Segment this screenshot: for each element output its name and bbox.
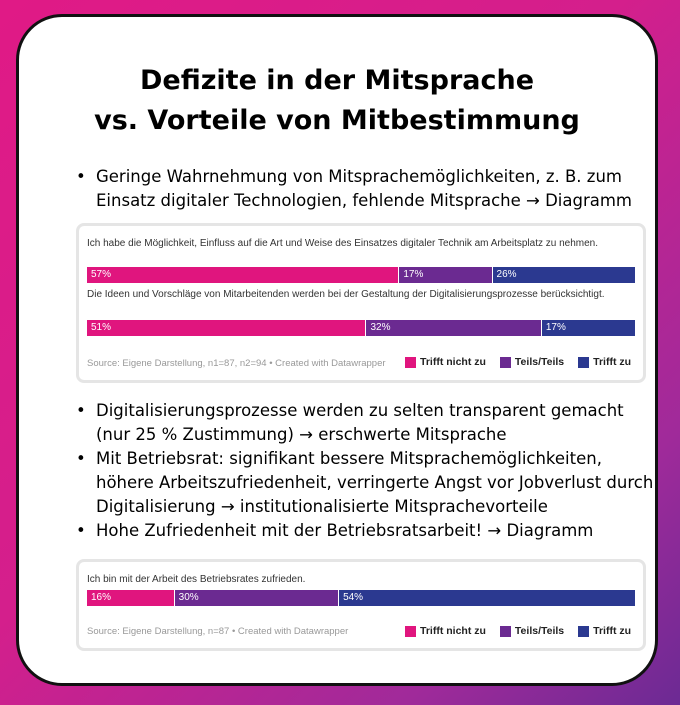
bar-1-segment-trifft-zu: 26% [492,267,635,283]
bar-3-segment-trifft-nicht-zu: 16% [87,590,175,606]
legend-label-trifft-nicht-zu: Trifft nicht zu [420,356,486,368]
chart-1-bar-1: 57% 17% 26% [87,267,635,283]
legend-label-trifft-nicht-zu: Trifft nicht zu [420,625,486,637]
bar-1-label-teils: 17% [403,269,424,280]
bullet-item: Mit Betriebsrat: signifikant bessere Mit… [76,447,656,519]
legend-item-trifft-zu: Trifft zu [578,625,631,637]
bar-3-label-trifft-nicht-zu: 16% [91,592,112,603]
chart-2-question-1: Ich bin mit der Arbeit des Betriebsrates… [87,574,306,585]
legend-item-teils: Teils/Teils [499,625,565,637]
legend-swatch-teils [499,356,511,368]
slide-title: Defizite in der Mitsprache vs. Vorteile … [19,61,655,141]
title-line-1: Defizite in der Mitsprache [139,65,535,96]
legend-item-trifft-nicht-zu: Trifft nicht zu [405,625,486,637]
legend-item-trifft-nicht-zu: Trifft nicht zu [405,356,486,368]
legend-swatch-trifft-nicht-zu [405,356,416,368]
bar-3-label-trifft-zu: 54% [343,592,364,603]
bar-1-segment-trifft-nicht-zu: 57% [87,267,400,283]
bar-2-segment-trifft-zu: 17% [541,320,635,336]
legend-label-trifft-zu: Trifft zu [593,625,632,637]
legend-label-teils: Teils/Teils [514,625,565,637]
legend-item-trifft-zu: Trifft zu [578,356,631,368]
chart-box-2: Ich bin mit der Arbeit des Betriebsrates… [76,559,646,651]
legend-item-teils: Teils/Teils [499,356,565,368]
bar-3-segment-trifft-zu: 54% [339,590,635,606]
chart-2-legend: Trifft nicht zu Teils/Teils Trifft zu [391,625,631,637]
bar-2-segment-trifft-nicht-zu: 51% [87,320,367,336]
chart-2-bar-1: 16% 30% 54% [87,590,635,606]
legend-label-teils: Teils/Teils [514,356,565,368]
bullet-item: Digitalisierungsprozesse werden zu selte… [76,399,656,447]
chart-1-legend: Trifft nicht zu Teils/Teils Trifft zu [391,356,631,368]
legend-swatch-trifft-nicht-zu [405,625,416,637]
bullet-list-bottom: Digitalisierungsprozesse werden zu selte… [76,399,656,543]
title-line-2: vs. Vorteile von Mitbestimmung [94,105,580,136]
bullet-item: Geringe Wahrnehmung von Mitsprachemöglic… [76,165,656,213]
bar-2-label-teils: 32% [370,322,391,333]
chart-2-source: Source: Eigene Darstellung, n=87 • Creat… [87,626,349,637]
slide-card: Defizite in der Mitsprache vs. Vorteile … [16,14,658,686]
legend-swatch-trifft-zu [578,356,590,368]
bar-2-segment-teils: 32% [366,320,542,336]
legend-swatch-teils [499,625,511,637]
chart-1-question-2: Die Ideen und Vorschläge von Mitarbeiten… [87,289,605,300]
bar-1-segment-teils: 17% [399,267,493,283]
bar-3-segment-teils: 30% [174,590,340,606]
chart-1-bar-2: 51% 32% 17% [87,320,635,336]
legend-swatch-trifft-zu [578,625,590,637]
bar-2-label-trifft-nicht-zu: 51% [91,322,112,333]
bar-1-label-trifft-nicht-zu: 57% [91,269,112,280]
bar-1-label-trifft-zu: 26% [496,269,517,280]
bar-2-label-trifft-zu: 17% [545,322,566,333]
chart-1-question-1: Ich habe die Möglichkeit, Einfluss auf d… [87,238,599,249]
bullet-list-top: Geringe Wahrnehmung von Mitsprachemöglic… [76,165,656,213]
chart-box-1: Ich habe die Möglichkeit, Einfluss auf d… [76,223,646,383]
bar-3-label-teils: 30% [178,592,199,603]
chart-1-source: Source: Eigene Darstellung, n1=87, n2=94… [87,358,386,369]
legend-label-trifft-zu: Trifft zu [593,356,632,368]
bullet-item: Hohe Zufriedenheit mit der Betriebsratsa… [76,519,656,543]
